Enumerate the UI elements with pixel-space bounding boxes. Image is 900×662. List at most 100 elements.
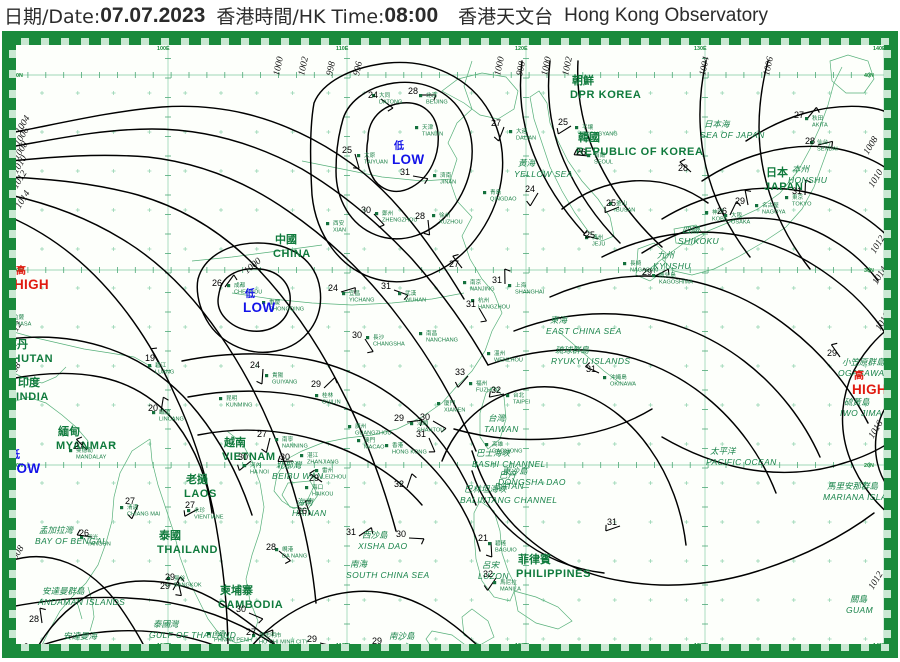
- svg-text:沖繩島: 沖繩島: [610, 373, 627, 381]
- svg-text:VIENTIANE: VIENTIANE: [194, 515, 224, 521]
- svg-text:JEJU: JEJU: [592, 242, 605, 248]
- svg-text:KYUSHU: KYUSHU: [653, 261, 691, 271]
- svg-text:西沙島: 西沙島: [362, 530, 388, 541]
- svg-text:140E: 140E: [873, 46, 886, 52]
- svg-text:XIAN: XIAN: [333, 228, 346, 234]
- svg-text:LHASA: LHASA: [13, 322, 32, 328]
- svg-text:24: 24: [368, 90, 378, 100]
- svg-text:碧瑤: 碧瑤: [495, 539, 507, 547]
- svg-text:拉薩: 拉薩: [13, 313, 25, 321]
- svg-text:MARIANA ISLANDS: MARIANA ISLANDS: [823, 492, 898, 502]
- svg-text:NANCHANG: NANCHANG: [426, 338, 458, 344]
- svg-text:SHANGHAI: SHANGHAI: [515, 290, 545, 296]
- svg-text:昆明: 昆明: [226, 395, 238, 402]
- svg-text:NAGOYA: NAGOYA: [762, 210, 786, 216]
- observatory-name-cn: 香港天文台: [458, 6, 554, 28]
- svg-text:10N: 10N: [864, 647, 874, 653]
- svg-text:29: 29: [372, 636, 382, 646]
- svg-text:高: 高: [16, 264, 26, 277]
- svg-text:日本: 日本: [766, 165, 788, 179]
- svg-text:1008: 1008: [8, 544, 27, 566]
- svg-text:27: 27: [185, 500, 195, 510]
- svg-text:27: 27: [257, 429, 267, 439]
- svg-text:LUANG: LUANG: [155, 370, 174, 376]
- svg-text:OSAKA: OSAKA: [731, 220, 751, 226]
- svg-text:XISHA DAO: XISHA DAO: [357, 541, 408, 551]
- svg-text:31: 31: [400, 167, 410, 177]
- svg-text:28: 28: [678, 163, 688, 173]
- svg-text:BEIJING: BEIJING: [426, 100, 448, 106]
- svg-text:998: 998: [325, 60, 338, 76]
- svg-text:ANDAMAN SEA: ANDAMAN SEA: [58, 642, 125, 652]
- svg-text:太原: 太原: [364, 151, 376, 159]
- svg-text:鄭州: 鄭州: [382, 209, 393, 217]
- svg-text:CHINA: CHINA: [273, 248, 311, 260]
- svg-text:低: 低: [393, 139, 404, 152]
- svg-text:KAGOSHIMA: KAGOSHIMA: [659, 280, 693, 286]
- svg-text:緬甸: 緬甸: [58, 424, 80, 438]
- svg-text:台灣: 台灣: [488, 413, 507, 424]
- svg-text:泰國: 泰國: [158, 528, 181, 542]
- svg-text:廣州: 廣州: [355, 422, 366, 430]
- svg-text:馬尼拉: 馬尼拉: [500, 578, 517, 586]
- svg-text:南昌: 南昌: [426, 329, 437, 337]
- svg-text:巴丹: 巴丹: [499, 471, 517, 481]
- svg-text:香港: 香港: [392, 441, 404, 449]
- svg-text:20N: 20N: [864, 463, 874, 469]
- svg-text:19: 19: [145, 353, 155, 363]
- svg-text:INDIA: INDIA: [16, 391, 49, 403]
- svg-text:27: 27: [246, 627, 256, 637]
- svg-text:140E: 140E: [873, 643, 886, 649]
- svg-text:33: 33: [455, 367, 465, 377]
- svg-text:TAIWAN: TAIWAN: [484, 424, 519, 434]
- svg-text:成都: 成都: [234, 281, 246, 289]
- svg-text:HONG KONG: HONG KONG: [392, 450, 427, 456]
- svg-text:MANDALAY: MANDALAY: [76, 455, 107, 461]
- svg-text:中國: 中國: [275, 232, 297, 246]
- svg-text:MACAO: MACAO: [364, 445, 385, 451]
- svg-text:21: 21: [478, 533, 488, 543]
- svg-text:南京: 南京: [470, 278, 482, 286]
- svg-text:31: 31: [492, 275, 502, 285]
- svg-text:29: 29: [309, 473, 319, 483]
- svg-text:29: 29: [160, 581, 170, 591]
- svg-text:上海: 上海: [515, 281, 527, 289]
- svg-text:濟南: 濟南: [440, 171, 452, 179]
- svg-text:武漢: 武漢: [405, 289, 417, 297]
- svg-text:WENZHOU: WENZHOU: [494, 358, 523, 364]
- svg-text:海口: 海口: [312, 483, 323, 491]
- svg-text:南寧: 南寧: [282, 435, 294, 443]
- svg-text:南沙島: 南沙島: [389, 631, 415, 642]
- svg-text:BALINTANG CHANNEL: BALINTANG CHANNEL: [460, 495, 557, 505]
- svg-text:SOUTH CHINA SEA: SOUTH CHINA SEA: [346, 570, 430, 580]
- svg-text:峴港: 峴港: [282, 545, 294, 553]
- svg-text:大同: 大同: [379, 91, 391, 99]
- svg-text:29: 29: [642, 267, 652, 277]
- svg-text:KOBE: KOBE: [712, 217, 728, 223]
- svg-text:31: 31: [466, 299, 476, 309]
- svg-text:不丹: 不丹: [6, 338, 28, 351]
- svg-text:SEA OF JAPAN: SEA OF JAPAN: [700, 130, 765, 140]
- svg-text:OGASAWARA ISLANDS: OGASAWARA ISLANDS: [838, 368, 898, 378]
- svg-text:老撾: 老撾: [185, 472, 208, 486]
- svg-text:1000: 1000: [540, 56, 554, 77]
- svg-text:PHILIPPINES: PHILIPPINES: [516, 568, 591, 580]
- svg-text:24: 24: [250, 360, 260, 370]
- svg-text:1004: 1004: [698, 56, 712, 77]
- svg-text:TIANJIN: TIANJIN: [422, 132, 443, 138]
- svg-text:南海: 南海: [350, 559, 369, 570]
- svg-text:西安: 西安: [333, 219, 345, 227]
- svg-text:BATAN: BATAN: [495, 481, 525, 491]
- svg-text:31: 31: [792, 186, 802, 196]
- svg-text:GUILIN: GUILIN: [322, 400, 341, 406]
- svg-text:120E: 120E: [515, 643, 528, 649]
- svg-text:永珍: 永珍: [194, 506, 206, 514]
- svg-text:雷州: 雷州: [322, 467, 333, 474]
- svg-text:孟加拉灣: 孟加拉灣: [39, 525, 75, 536]
- svg-text:1006: 1006: [762, 56, 776, 77]
- svg-text:30: 30: [361, 205, 371, 215]
- svg-text:32: 32: [394, 479, 404, 489]
- svg-text:印度: 印度: [18, 375, 41, 389]
- svg-text:泰國灣: 泰國灣: [153, 619, 180, 630]
- svg-text:TOKYO: TOKYO: [792, 202, 812, 208]
